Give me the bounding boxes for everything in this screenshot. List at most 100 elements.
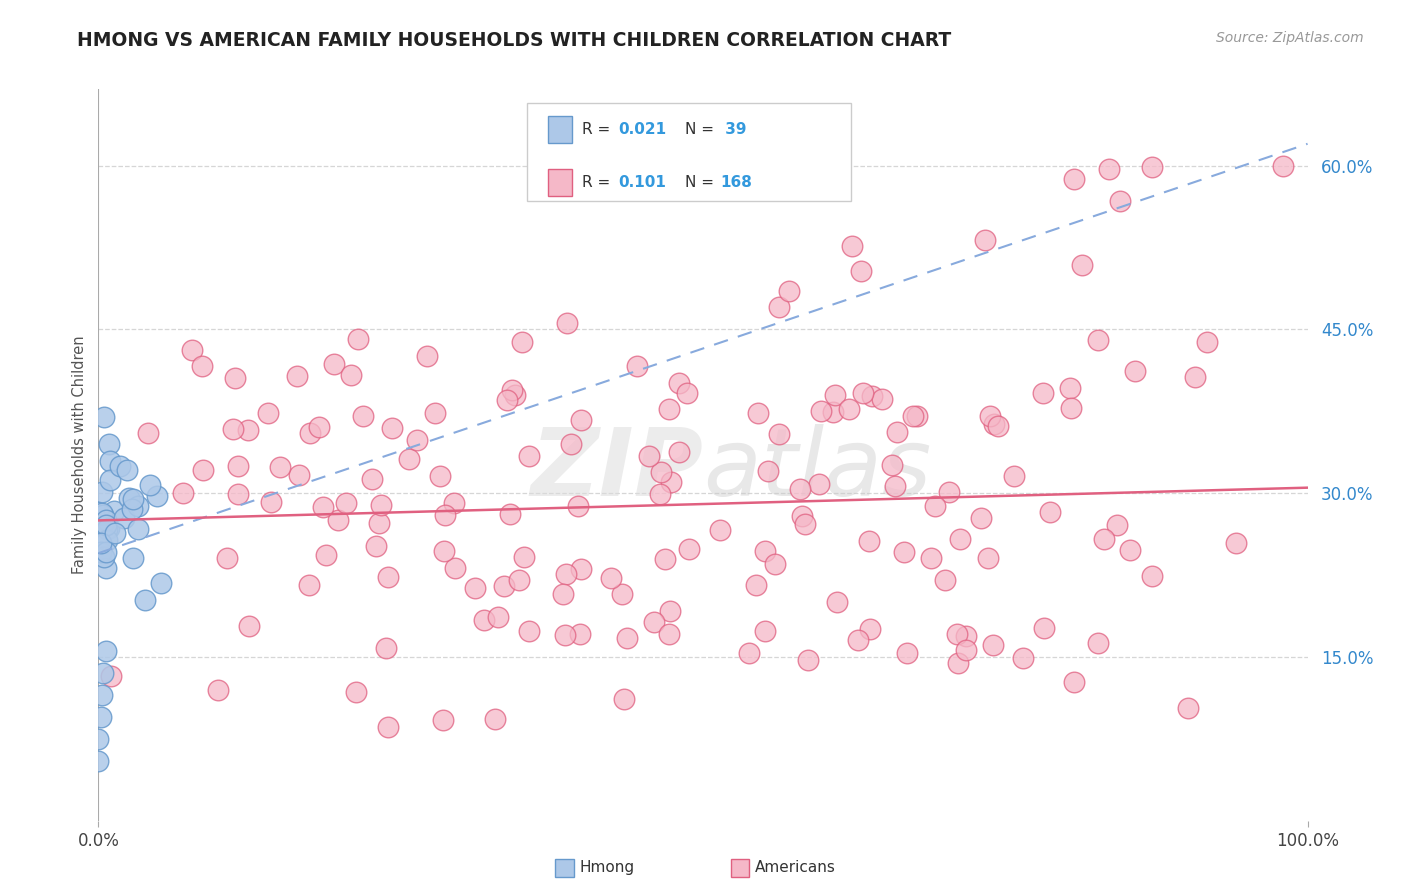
Point [1109, 194, 1132, 209]
Point [1140, 568, 1163, 582]
Point [650, 465, 672, 479]
Point [658, 402, 681, 417]
Point [429, 468, 451, 483]
Point [569, 562, 592, 576]
Text: 168: 168 [720, 176, 752, 190]
Point [880, 458, 903, 472]
Point [344, 685, 367, 699]
Point [569, 627, 592, 641]
Point [98, 453, 121, 467]
Point [808, 477, 831, 491]
Point [94, 644, 117, 658]
Point [193, 463, 215, 477]
Point [315, 548, 337, 562]
Point [974, 233, 997, 247]
Point [370, 498, 392, 512]
Point [191, 359, 214, 373]
Point [298, 578, 321, 592]
Point [610, 587, 633, 601]
Point [90, 544, 112, 558]
Point [949, 533, 972, 547]
Point [93, 409, 115, 424]
Point [94, 513, 117, 527]
Point [977, 550, 1000, 565]
Point [269, 460, 291, 475]
Point [810, 403, 832, 417]
Point [886, 425, 908, 439]
Point [778, 284, 800, 298]
Point [676, 386, 699, 401]
Point [91, 506, 114, 520]
Point [492, 578, 515, 592]
Point [87, 731, 110, 746]
Point [127, 522, 149, 536]
Point [434, 508, 457, 522]
Point [756, 464, 779, 478]
Point [238, 619, 260, 633]
Point [768, 426, 790, 441]
Point [110, 458, 132, 473]
Point [496, 392, 519, 407]
Point [381, 421, 404, 435]
Point [423, 406, 446, 420]
Point [96, 561, 118, 575]
Point [121, 550, 143, 565]
Point [938, 484, 960, 499]
Point [1087, 333, 1109, 347]
Point [91, 485, 114, 500]
Point [797, 653, 820, 667]
Point [970, 510, 993, 524]
Point [613, 691, 636, 706]
Point [136, 425, 159, 440]
Point [122, 491, 145, 506]
Point [1063, 674, 1085, 689]
Point [91, 666, 114, 681]
Text: Hmong: Hmong [579, 861, 634, 875]
Point [846, 632, 869, 647]
Point [789, 482, 811, 496]
Point [87, 754, 110, 768]
Point [464, 581, 486, 595]
Point [883, 479, 905, 493]
Point [340, 368, 363, 382]
Point [1032, 386, 1054, 401]
Y-axis label: Family Households with Children: Family Households with Children [72, 335, 87, 574]
Point [1060, 401, 1083, 415]
Point [98, 437, 121, 451]
Point [285, 368, 308, 383]
Point [1039, 505, 1062, 519]
Point [555, 317, 578, 331]
Point [127, 500, 149, 514]
Point [256, 406, 278, 420]
Point [96, 522, 118, 536]
Point [472, 613, 495, 627]
Point [260, 495, 283, 509]
Point [115, 463, 138, 477]
Point [91, 508, 114, 522]
Point [513, 549, 536, 564]
Point [416, 350, 439, 364]
Text: Americans: Americans [755, 861, 837, 875]
Point [946, 656, 969, 670]
Point [103, 503, 125, 517]
Point [1119, 543, 1142, 558]
Point [793, 516, 815, 531]
Point [709, 523, 731, 537]
Text: 0.021: 0.021 [619, 122, 666, 136]
Point [96, 533, 118, 548]
Point [308, 420, 330, 434]
Point [323, 357, 346, 371]
Point [443, 496, 465, 510]
Point [792, 509, 814, 524]
Point [745, 578, 768, 592]
Point [737, 646, 759, 660]
Point [1123, 364, 1146, 378]
Point [983, 417, 1005, 432]
Point [1177, 700, 1199, 714]
Point [366, 539, 388, 553]
Point [374, 641, 396, 656]
Point [207, 683, 229, 698]
Point [1140, 160, 1163, 174]
Point [747, 406, 769, 420]
Point [841, 239, 863, 253]
